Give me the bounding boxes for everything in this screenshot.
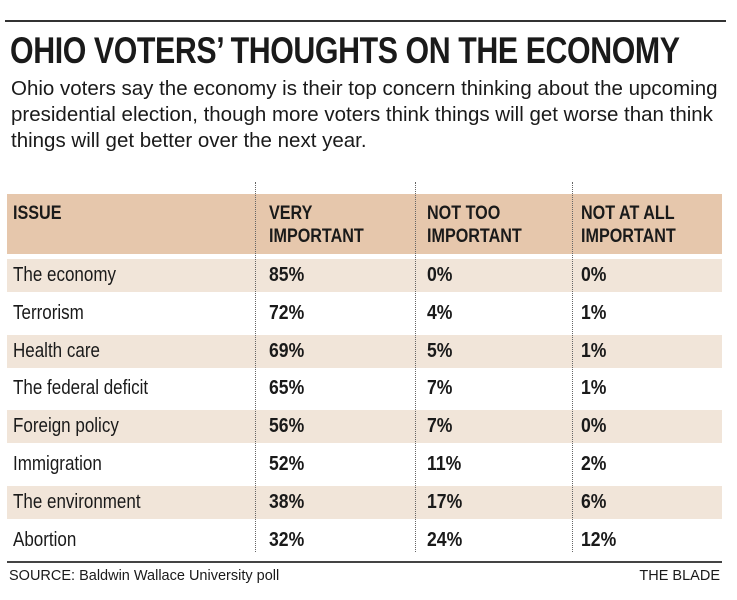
column-divider <box>572 182 573 552</box>
value-not-too: 5% <box>427 339 453 362</box>
issue-label: The federal deficit <box>13 377 149 400</box>
table-row: The federal deficit 65% 7% 1% <box>7 372 722 405</box>
value-very: 38% <box>269 490 305 513</box>
issue-label: Terrorism <box>13 301 84 324</box>
column-divider <box>415 182 416 552</box>
table-row: Abortion 32% 24% 12% <box>7 524 722 557</box>
value-not-at-all: 0% <box>581 415 607 438</box>
table-header: ISSUE VERY IMPORTANT NOT TOO IMPORTANT NOT… <box>7 194 722 254</box>
table-row: Terrorism 72% 4% 1% <box>7 297 722 330</box>
value-not-too: 24% <box>427 528 463 551</box>
table-row: The economy 85% 0% 0% <box>7 259 722 292</box>
source-note: SOURCE: Baldwin Wallace University poll <box>9 568 280 584</box>
value-very: 56% <box>269 415 305 438</box>
value-not-at-all: 2% <box>581 453 607 475</box>
bottom-rule <box>7 561 722 563</box>
table-row: Health care 69% 5% 1% <box>7 334 722 368</box>
issue-label: The environment <box>13 490 141 513</box>
column-divider <box>255 182 256 552</box>
issue-label: Health care <box>13 339 100 362</box>
chart-subtitle: Ohio voters say the economy is their top… <box>11 77 718 152</box>
table-row: Immigration 52% 11% 2% <box>7 448 722 481</box>
header-not-too-important: NOT TOO IMPORTANT <box>427 203 522 247</box>
header-not-at-all-important: NOT AT ALL IMPORTANT <box>581 203 676 247</box>
value-very: 65% <box>269 377 305 400</box>
value-very: 72% <box>269 301 305 324</box>
value-not-too: 0% <box>427 264 453 286</box>
table-row: Foreign policy 56% 7% 0% <box>7 410 722 444</box>
publisher-credit: THE BLADE <box>639 568 720 584</box>
value-very: 69% <box>269 339 305 362</box>
chart-title: OHIO VOTERS’ THOUGHTS ON THE ECONOMY <box>10 30 680 71</box>
value-not-too: 17% <box>427 490 463 513</box>
value-not-at-all: 0% <box>581 264 607 286</box>
table-row: The environment 38% 17% 6% <box>7 485 722 519</box>
header-very-important: VERY IMPORTANT <box>269 203 364 247</box>
value-not-at-all: 1% <box>581 301 607 324</box>
top-rule <box>5 20 726 22</box>
header-issue: ISSUE <box>13 203 62 224</box>
value-not-at-all: 12% <box>581 528 617 551</box>
value-very: 52% <box>269 453 305 475</box>
value-not-too: 7% <box>427 415 453 438</box>
value-not-too: 4% <box>427 301 453 324</box>
value-very: 32% <box>269 528 305 551</box>
issue-label: The economy <box>13 264 116 286</box>
value-not-too: 7% <box>427 377 453 400</box>
issue-label: Abortion <box>13 528 77 551</box>
value-not-too: 11% <box>427 453 462 475</box>
value-very: 85% <box>269 264 305 286</box>
issue-label: Foreign policy <box>13 415 119 438</box>
value-not-at-all: 1% <box>581 377 607 400</box>
value-not-at-all: 6% <box>581 490 607 513</box>
value-not-at-all: 1% <box>581 339 607 362</box>
issue-label: Immigration <box>13 453 102 475</box>
